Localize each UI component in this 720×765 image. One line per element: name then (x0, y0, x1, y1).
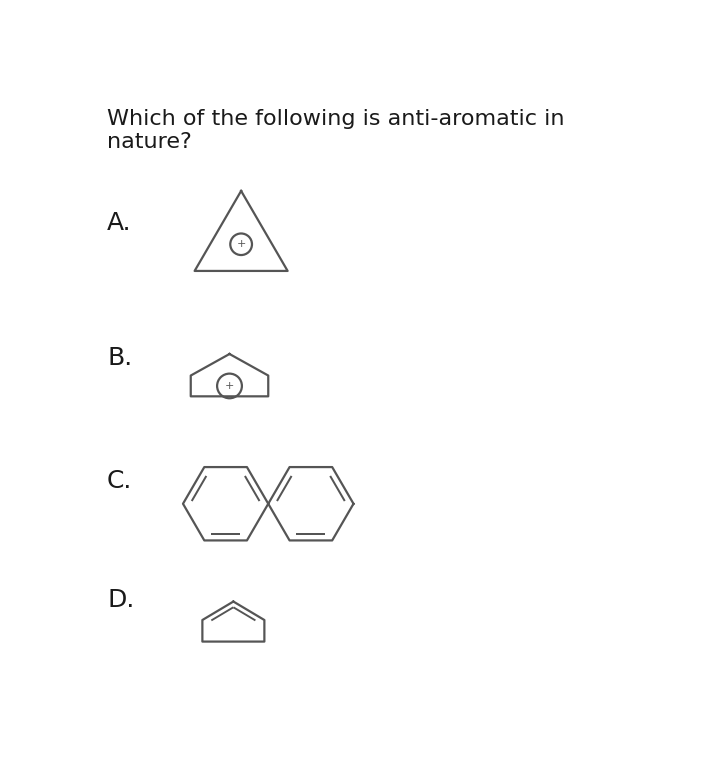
Text: B.: B. (107, 346, 132, 370)
Text: Which of the following is anti-aromatic in
nature?: Which of the following is anti-aromatic … (107, 109, 564, 152)
Text: A.: A. (107, 211, 132, 235)
Text: +: + (225, 381, 234, 391)
Text: D.: D. (107, 588, 135, 613)
Text: +: + (236, 239, 246, 249)
Text: C.: C. (107, 469, 132, 493)
